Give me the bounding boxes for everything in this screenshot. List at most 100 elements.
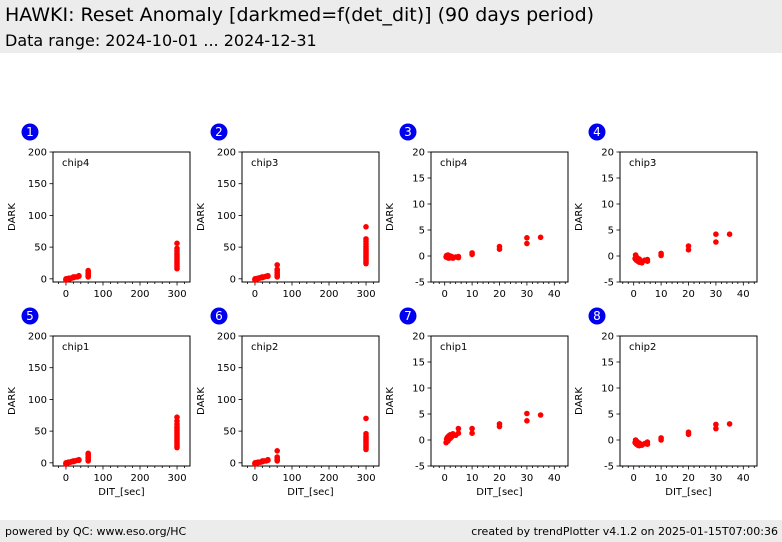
data-point (363, 415, 369, 422)
axes-frame (241, 151, 380, 283)
data-point (726, 421, 733, 427)
subplot-badge: 4 (588, 123, 606, 141)
data-point (713, 231, 719, 237)
x-tick-label: 200 (319, 289, 338, 300)
scatter-points (252, 415, 369, 467)
y-tick-label: 10 (412, 200, 425, 211)
data-point (363, 236, 369, 242)
x-tick-label: 10 (466, 289, 479, 300)
badge-circle (210, 123, 228, 141)
x-tick-label: 100 (93, 289, 112, 300)
axes-frame (430, 151, 569, 283)
y-tick-label: -5 (604, 278, 614, 289)
footer-generator: created by trendPlotter v4.1.2 on 2025-0… (471, 525, 778, 538)
badge-number: 7 (404, 309, 412, 323)
data-point (274, 448, 281, 454)
badge-number: 1 (26, 125, 34, 139)
data-point (644, 439, 651, 445)
x-tick-label: 10 (655, 289, 668, 300)
x-tick-label: 0 (631, 289, 637, 300)
data-point (658, 435, 664, 441)
subplot-2: 2 0 100 200 300 0 50 100 150 200 chip3 DARK (196, 123, 380, 300)
chip-label: chip2 (251, 342, 278, 353)
y-tick-label: 0 (41, 274, 47, 285)
x-tick-label: 20 (682, 289, 695, 300)
x-tick-label: 20 (493, 289, 506, 300)
footer-credit: powered by QC: www.eso.org/HC (5, 525, 187, 538)
y-tick-label: 0 (419, 252, 425, 263)
data-point (713, 239, 719, 245)
data-point (524, 418, 530, 424)
chip-label: chip3 (251, 158, 278, 169)
y-tick-label: 15 (601, 358, 614, 369)
y-tick-label: 15 (412, 174, 425, 185)
data-point (274, 454, 281, 460)
x-tick-label: 40 (548, 473, 561, 484)
y-tick-label: 100 (28, 395, 47, 406)
scatter-points (63, 240, 180, 283)
y-axis-label: DARK (7, 387, 18, 415)
subplot-5: 50 100 200 300050100150200chip1DARKDIT_[sec… (7, 307, 191, 498)
y-tick-label: 0 (608, 436, 614, 447)
data-point (644, 256, 651, 263)
data-point (76, 272, 82, 279)
y-tick-label: 20 (601, 148, 614, 159)
data-point (265, 456, 271, 463)
chip-label: chip3 (629, 158, 656, 169)
y-tick-label: 0 (41, 458, 47, 469)
y-tick-label: 150 (217, 179, 236, 190)
badge-number: 5 (26, 309, 34, 323)
data-point (455, 430, 462, 437)
scatter-points (443, 234, 544, 261)
y-tick-label: 0 (230, 458, 236, 469)
page-title: HAWKI: Reset Anomaly [darkmed=f(det_dit)… (5, 4, 595, 26)
x-tick-label: 300 (167, 289, 186, 300)
axes-frame (52, 335, 191, 467)
data-point (455, 253, 462, 260)
x-tick-label: 300 (356, 289, 375, 300)
chip-label: chip1 (62, 342, 89, 353)
y-axis-label: DARK (196, 203, 207, 231)
data-point (685, 243, 692, 249)
data-point (713, 425, 719, 432)
badge-circle (588, 307, 606, 325)
x-axis-label: DIT_[sec] (287, 487, 334, 498)
x-tick-label: 20 (682, 473, 695, 484)
axes-frame (241, 335, 380, 467)
data-point (274, 262, 281, 268)
y-tick-label: 10 (601, 200, 614, 211)
y-tick-label: 10 (601, 384, 614, 395)
subplot-badge: 2 (210, 123, 228, 141)
y-axis-label: DARK (574, 387, 585, 415)
data-point (524, 240, 530, 247)
subplot-7: 7 0 10 20 30 40 -5 0 5 10 15 20 chip1 DARK DIT_[sec] (385, 307, 569, 498)
data-point (455, 425, 462, 432)
y-tick-label: 5 (419, 410, 425, 421)
data-point (274, 266, 281, 273)
x-tick-label: 200 (319, 473, 338, 484)
data-point (524, 410, 530, 417)
badge-circle (588, 123, 606, 141)
badge-number: 6 (215, 309, 223, 323)
y-tick-label: 200 (28, 148, 47, 159)
data-point (85, 267, 91, 274)
x-tick-label: 0 (442, 473, 448, 484)
badge-circle (399, 307, 417, 325)
y-tick-label: 150 (217, 363, 236, 374)
x-tick-label: 100 (282, 289, 301, 300)
y-tick-label: 50 (34, 427, 47, 438)
y-tick-label: 100 (217, 211, 236, 222)
scatter-points (443, 410, 544, 446)
subplot-1: 1 0 100 200 300 0 50 100 150 200 chip4 DARK (7, 123, 191, 300)
data-point (85, 450, 91, 457)
footer-bar: powered by QC: www.eso.org/HC created by… (0, 520, 782, 542)
badge-circle (210, 307, 228, 325)
chip-label: chip1 (440, 342, 467, 353)
subplot-badge: 1 (21, 123, 39, 141)
badge-number: 8 (593, 309, 601, 323)
header-bar: HAWKI: Reset Anomaly [darkmed=f(det_dit)… (0, 0, 782, 53)
badge-number: 4 (593, 125, 601, 139)
y-tick-label: 20 (412, 148, 425, 159)
